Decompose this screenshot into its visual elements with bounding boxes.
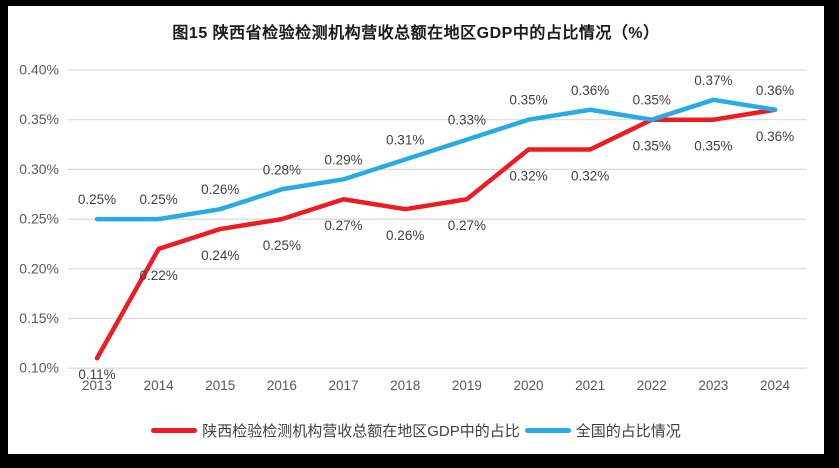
legend-label-shaanxi: 陕西检验检测机构营收总额在地区GDP中的占比 [202,423,520,440]
data-label: 0.36% [571,83,609,98]
data-label: 0.35% [509,93,547,108]
data-label: 0.22% [139,268,177,283]
data-label: 0.29% [324,152,362,167]
x-axis-label: 2015 [205,378,235,393]
data-label: 0.25% [263,238,301,253]
x-axis-label: 2014 [144,378,175,393]
x-axis-label: 2024 [760,378,791,393]
data-label: 0.11% [78,367,115,382]
data-label: 0.32% [571,169,609,184]
data-label: 0.35% [633,139,671,154]
x-axis-label: 2021 [575,378,605,393]
series-line-national [94,97,778,222]
data-label: 0.25% [78,192,116,207]
data-label: 0.26% [386,228,424,243]
x-axis-label: 2018 [390,378,420,393]
y-axis-label: 0.15% [19,310,59,326]
y-axis-label: 0.20% [19,260,59,276]
x-axis-label: 2016 [267,378,297,393]
x-axis-label: 2017 [329,378,359,393]
y-axis-label: 0.30% [19,161,59,177]
y-axis-label: 0.40% [19,62,59,78]
shaanxi-line-icon [151,428,198,433]
data-label: 0.25% [139,192,177,207]
data-label: 0.35% [633,93,671,108]
x-axis-label: 2013 [82,378,112,393]
data-label: 0.28% [263,162,301,177]
data-label: 0.37% [694,73,732,88]
data-label: 0.26% [201,182,239,197]
y-axis-label: 0.25% [19,211,59,227]
y-axis-label: 0.10% [19,360,59,376]
x-axis-label: 2022 [637,378,667,393]
data-label: 0.27% [448,218,486,233]
series-line-shaanxi [94,107,778,361]
data-label: 0.33% [448,113,486,128]
data-label: 0.36% [756,83,794,98]
chart-canvas: 0.40% 0.35% 0.30% 0.25% 0.20% 0.15% 0.10% 2013 2… [19,62,807,393]
data-label: 0.36% [756,129,794,144]
x-axis-label: 2019 [452,378,482,393]
data-label: 0.35% [694,139,732,154]
chart-frame: 图15 陕西省检验检测机构营收总额在地区GDP中的占比情况（%） 0.40% 0.… [8,6,824,454]
legend-item-shaanxi: 陕西检验检测机构营收总额在地区GDP中的占比 [151,420,520,441]
data-label: 0.27% [324,218,362,233]
x-axis-label: 2023 [698,378,728,393]
x-axis-label: 2020 [513,378,543,393]
data-label: 0.32% [509,169,547,184]
chart-title: 图15 陕西省检验检测机构营收总额在地区GDP中的占比情况（%） [172,25,660,42]
national-line-icon [524,428,571,433]
chart-legend: 陕西检验检测机构营收总额在地区GDP中的占比 全国的占比情况 [8,420,824,441]
legend-item-national: 全国的占比情况 [524,420,681,441]
data-label: 0.24% [201,248,239,263]
legend-label-national: 全国的占比情况 [575,423,681,440]
data-label: 0.31% [386,132,424,147]
y-axis-label: 0.35% [19,111,59,127]
